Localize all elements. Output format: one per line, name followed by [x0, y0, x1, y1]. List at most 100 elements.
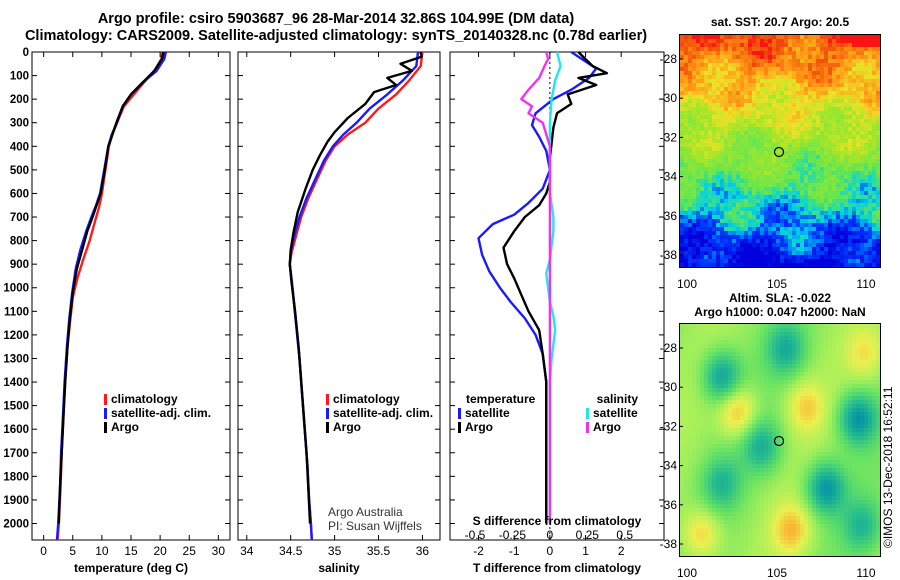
map-lat-tick-label: -36	[660, 498, 678, 512]
difference-series-temperature-satellite	[477, 51, 598, 524]
temperature-legend-swatch	[104, 394, 107, 405]
title-line-2: Climatology: CARS2009. Satellite-adjuste…	[24, 28, 648, 44]
temperature-series-argo	[57, 51, 165, 524]
salinity-xtick-label: 36	[416, 544, 430, 558]
temperature-ytick-label: 0	[23, 47, 29, 59]
credit-line-1: Argo Australia	[328, 505, 403, 519]
temperature-ytick-label: 600	[10, 188, 29, 200]
salinity-legend-label: climatology	[333, 392, 400, 406]
map-lat-tick-label: -28	[660, 52, 678, 66]
map-lat-tick-label: -38	[660, 537, 678, 551]
temperature-profile-chart: 0100200300400500600700800900100011001200…	[3, 47, 231, 575]
sst-raster	[680, 35, 880, 267]
difference-x2tick-label: -0.25	[499, 528, 527, 542]
temperature-ytick-label: 1900	[3, 495, 29, 507]
difference-legend-label: Argo	[593, 420, 621, 434]
difference-xtick-label: 2	[618, 544, 625, 558]
temperature-ytick-label: 2000	[3, 518, 29, 530]
difference-series-temperature-argo	[502, 51, 609, 524]
difference-x2tick-label: 0.5	[616, 528, 633, 542]
temperature-ytick-label: 1700	[3, 448, 29, 460]
sla-map-title-2: Argo h1000: 0.047 h2000: NaN	[694, 305, 866, 319]
temperature-xtick-label: 30	[212, 544, 226, 558]
title-line-1: Argo profile: csiro 5903687_96 28-Mar-20…	[97, 11, 575, 27]
temperature-xtick-label: 10	[95, 544, 109, 558]
difference-legend-label: satellite	[465, 406, 510, 420]
difference-frame	[449, 51, 665, 541]
sla-float-marker	[773, 435, 785, 447]
temperature-ytick-label: 1200	[3, 330, 29, 342]
salinity-xtick-label: 34.5	[279, 544, 303, 558]
difference-xtick-label: 0	[547, 544, 554, 558]
temperature-xtick-label: 5	[69, 544, 76, 558]
temperature-ytick-label: 400	[10, 141, 29, 153]
difference-xlabel: T difference from climatology	[473, 561, 641, 575]
map-lat-tick-label: -32	[660, 130, 678, 144]
temperature-ytick-label: 1800	[3, 471, 29, 483]
salinity-legend-swatch	[326, 408, 329, 419]
temperature-legend-label: satellite-adj. clim.	[111, 406, 211, 420]
salinity-series-argo	[288, 51, 423, 524]
temperature-ytick-label: 700	[10, 212, 29, 224]
sla-map	[679, 323, 881, 557]
temperature-ytick-label: 900	[10, 259, 29, 271]
difference-x2label: S difference from climatology	[473, 514, 642, 528]
difference-legend-label: satellite	[593, 406, 638, 420]
map-lon-tick-label: 105	[767, 566, 787, 580]
map-lat-tick-label: -38	[660, 248, 678, 262]
temperature-ytick-label: 800	[10, 236, 29, 248]
map-lat-tick-label: -34	[660, 459, 678, 473]
salinity-series-climatology	[288, 51, 424, 541]
temperature-ytick-label: 200	[10, 94, 29, 106]
map-lat-tick-label: -34	[660, 170, 678, 184]
sst-map-axes: -28 -30 -32 -34 -36 -38 100 105 110	[660, 52, 876, 291]
difference-legend-temp-title: temperature	[466, 392, 536, 406]
salinity-frame	[237, 51, 441, 541]
temperature-legend-label: Argo	[111, 420, 139, 434]
difference-profile-chart: -2 -1 0 1 2 T difference from climatology temp…	[449, 51, 665, 575]
temperature-ytick-label: 300	[10, 118, 29, 130]
salinity-xlabel: salinity	[318, 561, 360, 575]
difference-xtick-label: 1	[582, 544, 589, 558]
difference-x2tick-label: 0.25	[576, 528, 600, 542]
difference-x2tick-label: 0	[547, 528, 554, 542]
temperature-legend-label: climatology	[111, 392, 178, 406]
difference-legend-sal-title: salinity	[597, 392, 639, 406]
sst-float-marker	[773, 146, 785, 158]
salinity-legend-swatch	[326, 422, 329, 433]
salinity-series-satellite-adj-clim	[288, 51, 420, 541]
temperature-ytick-label: 1300	[3, 353, 29, 365]
difference-legend-swatch	[586, 422, 589, 433]
salinity-profile-chart: 34 34.5 35 35.5 36 salinity climatologysatelli…	[237, 51, 441, 575]
salinity-xtick-label: 35	[328, 544, 342, 558]
map-lat-tick-label: -30	[660, 91, 678, 105]
difference-legend-swatch	[458, 408, 461, 419]
temperature-xtick-label: 0	[40, 544, 47, 558]
difference-legend-swatch	[458, 422, 461, 433]
credit-line-2: PI: Susan Wijffels	[328, 519, 422, 533]
sst-map	[679, 34, 881, 268]
temperature-xtick-label: 25	[183, 544, 197, 558]
map-lon-tick-label: 100	[677, 277, 697, 291]
temperature-xtick-label: 20	[153, 544, 167, 558]
map-lat-tick-label: -32	[660, 419, 678, 433]
difference-x2tick-label: -0.5	[465, 528, 486, 542]
temperature-ytick-label: 1000	[3, 283, 29, 295]
map-lat-tick-label: -36	[660, 209, 678, 223]
sla-raster	[680, 324, 880, 556]
temperature-ytick-label: 100	[10, 71, 29, 83]
temperature-ytick-label: 1600	[3, 424, 29, 436]
temperature-xlabel: temperature (deg C)	[74, 561, 188, 575]
salinity-legend-swatch	[326, 394, 329, 405]
sla-map-title-1: Altim. SLA: -0.022	[728, 291, 832, 305]
difference-xtick-label: -2	[473, 544, 484, 558]
difference-xtick-label: -1	[509, 544, 520, 558]
map-lon-tick-label: 105	[767, 277, 787, 291]
temperature-xtick-label: 15	[124, 544, 138, 558]
salinity-xtick-label: 35.5	[367, 544, 391, 558]
salinity-xtick-label: 34	[240, 544, 254, 558]
imos-stamp: ©IMOS 13-Dec-2018 16:52:11	[881, 386, 895, 548]
sst-map-title: sat. SST: 20.7 Argo: 20.5	[710, 15, 850, 29]
map-lat-tick-label: -30	[660, 380, 678, 394]
difference-legend-label: Argo	[465, 420, 493, 434]
